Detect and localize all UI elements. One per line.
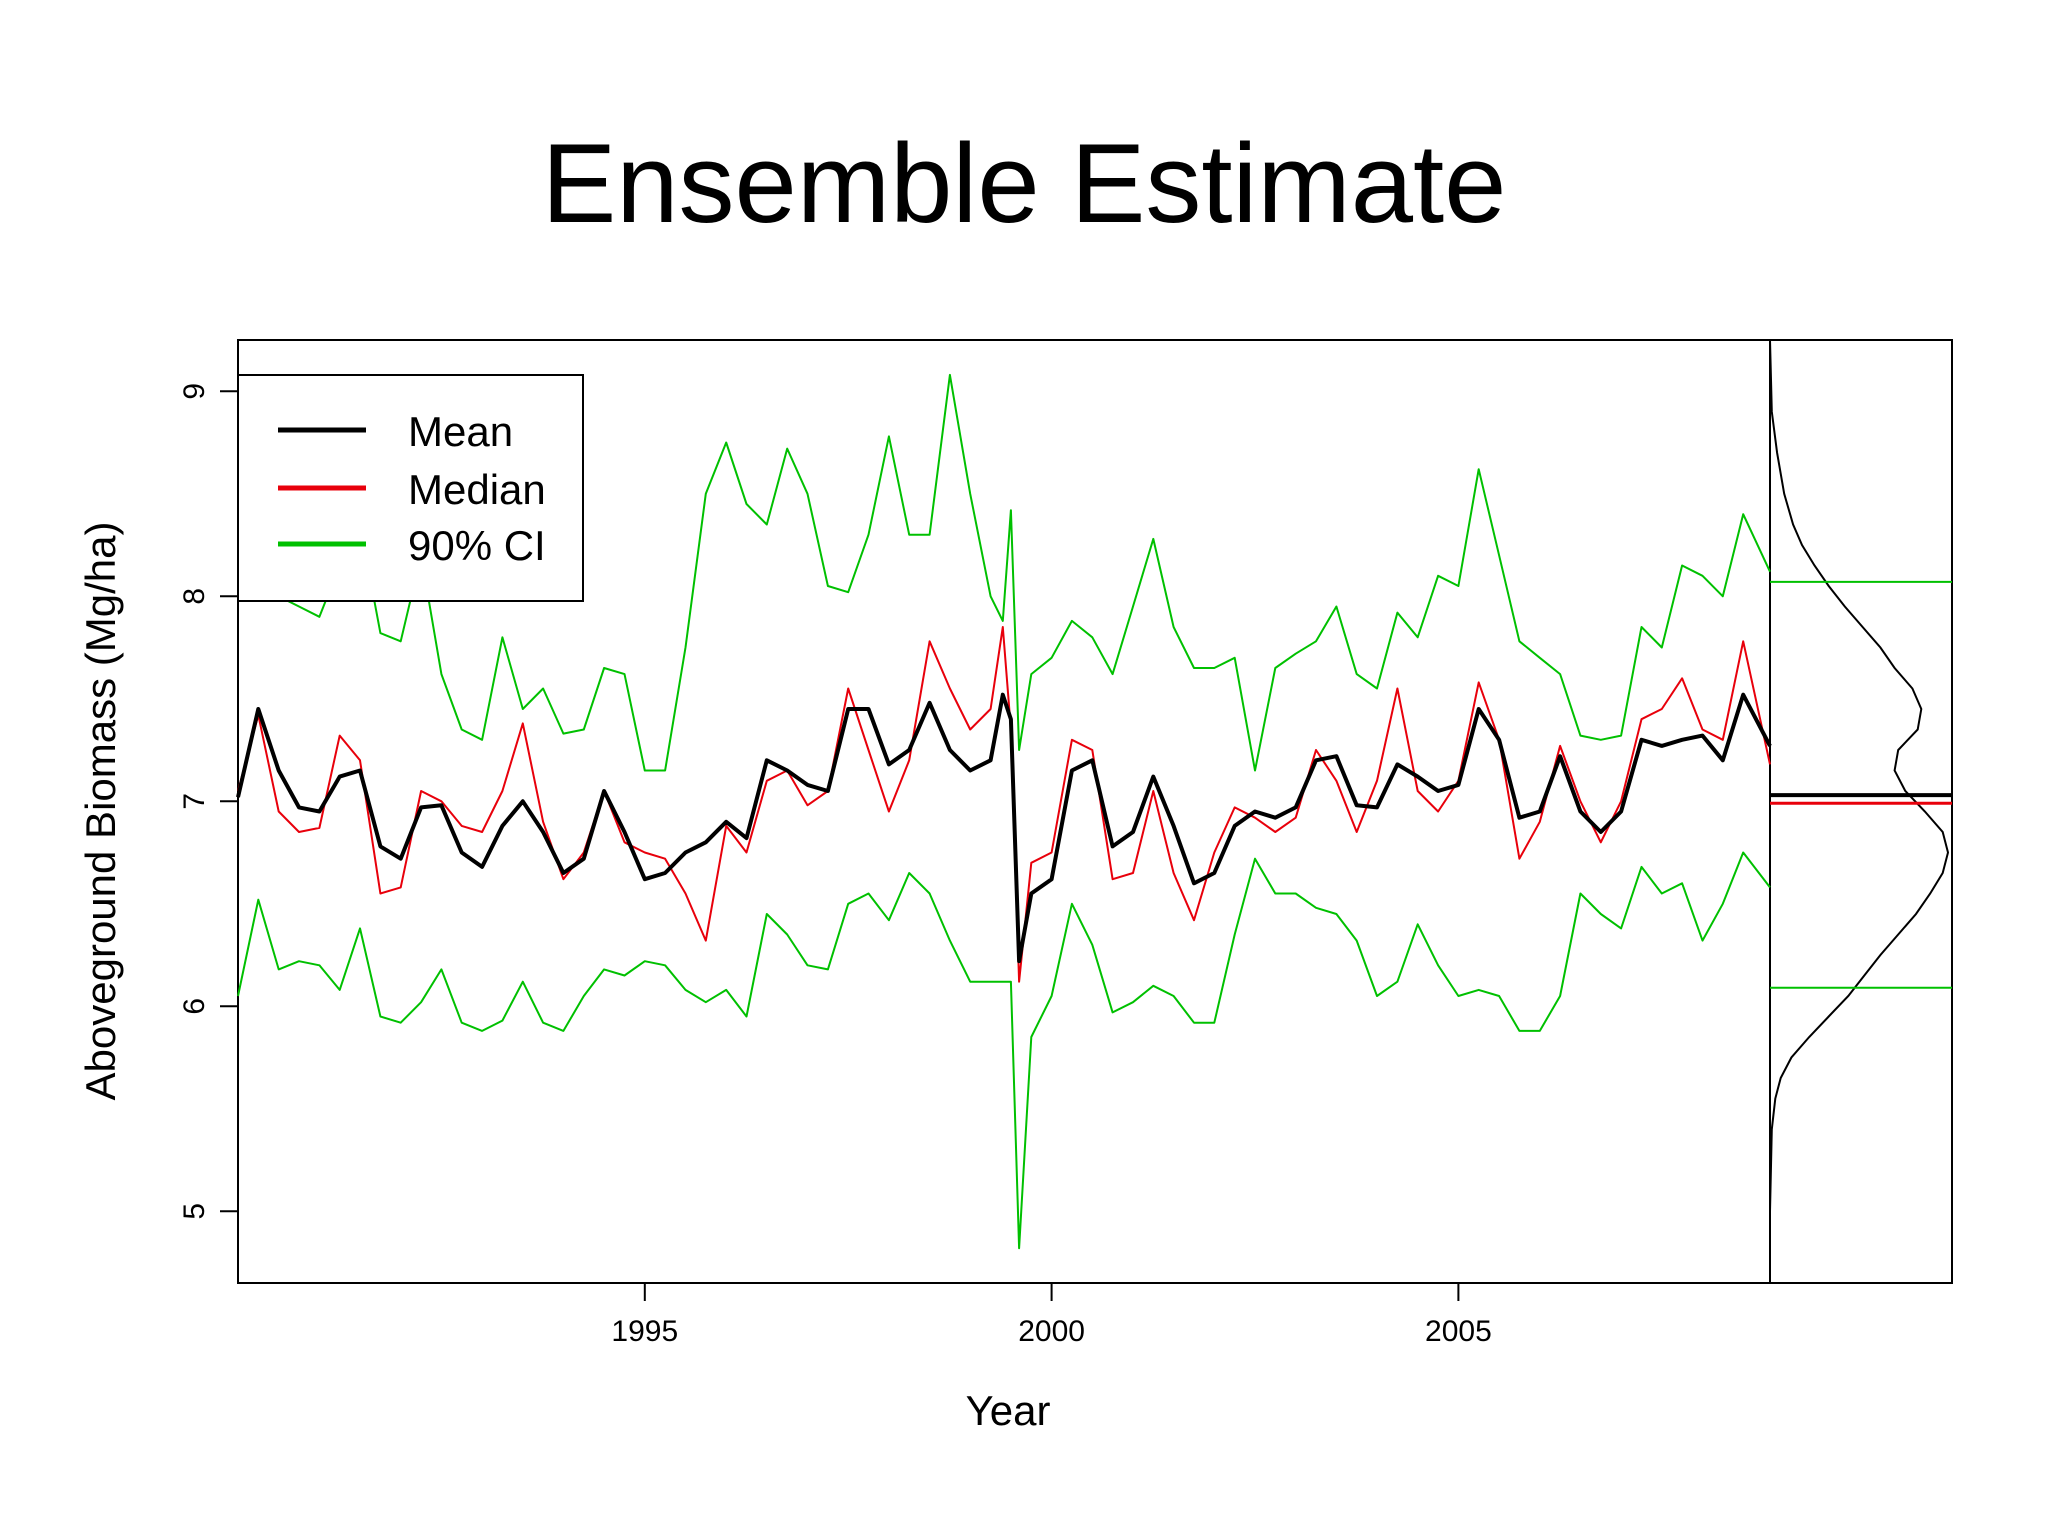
slide-title: Ensemble Estimate — [541, 121, 1507, 246]
y-axis-label: Aboveground Biomass (Mg/ha) — [77, 522, 124, 1101]
series-line-mean — [236, 692, 1772, 964]
legend-label-median: Median — [408, 466, 546, 513]
y-tick-label: 5 — [178, 1203, 211, 1220]
y-tick-label: 8 — [178, 588, 211, 605]
x-tick-label: 2005 — [1425, 1315, 1492, 1348]
density-curve — [1769, 339, 1950, 1283]
series-line-median — [237, 626, 1771, 983]
series-line-ci-upper — [237, 373, 1771, 772]
x-axis-label: Year — [966, 1387, 1051, 1434]
x-tick-label: 2000 — [1018, 1315, 1085, 1348]
y-tick-label: 7 — [178, 793, 211, 810]
legend-label-ci: 90% CI — [408, 522, 546, 569]
series-line-ci-lower — [237, 851, 1771, 1250]
legend-label-mean: Mean — [408, 408, 513, 455]
density-frame — [1769, 339, 1953, 1284]
y-axis: 5 6 7 8 9 — [178, 383, 238, 1220]
density-layer — [1769, 339, 1952, 1283]
legend: Mean Median 90% CI — [237, 374, 584, 602]
series-layer — [236, 373, 1772, 1250]
x-axis: 1995 2000 2005 — [611, 1283, 1492, 1348]
x-tick-label: 1995 — [611, 1315, 678, 1348]
y-tick-label: 9 — [178, 383, 211, 400]
y-tick-label: 6 — [178, 998, 211, 1015]
